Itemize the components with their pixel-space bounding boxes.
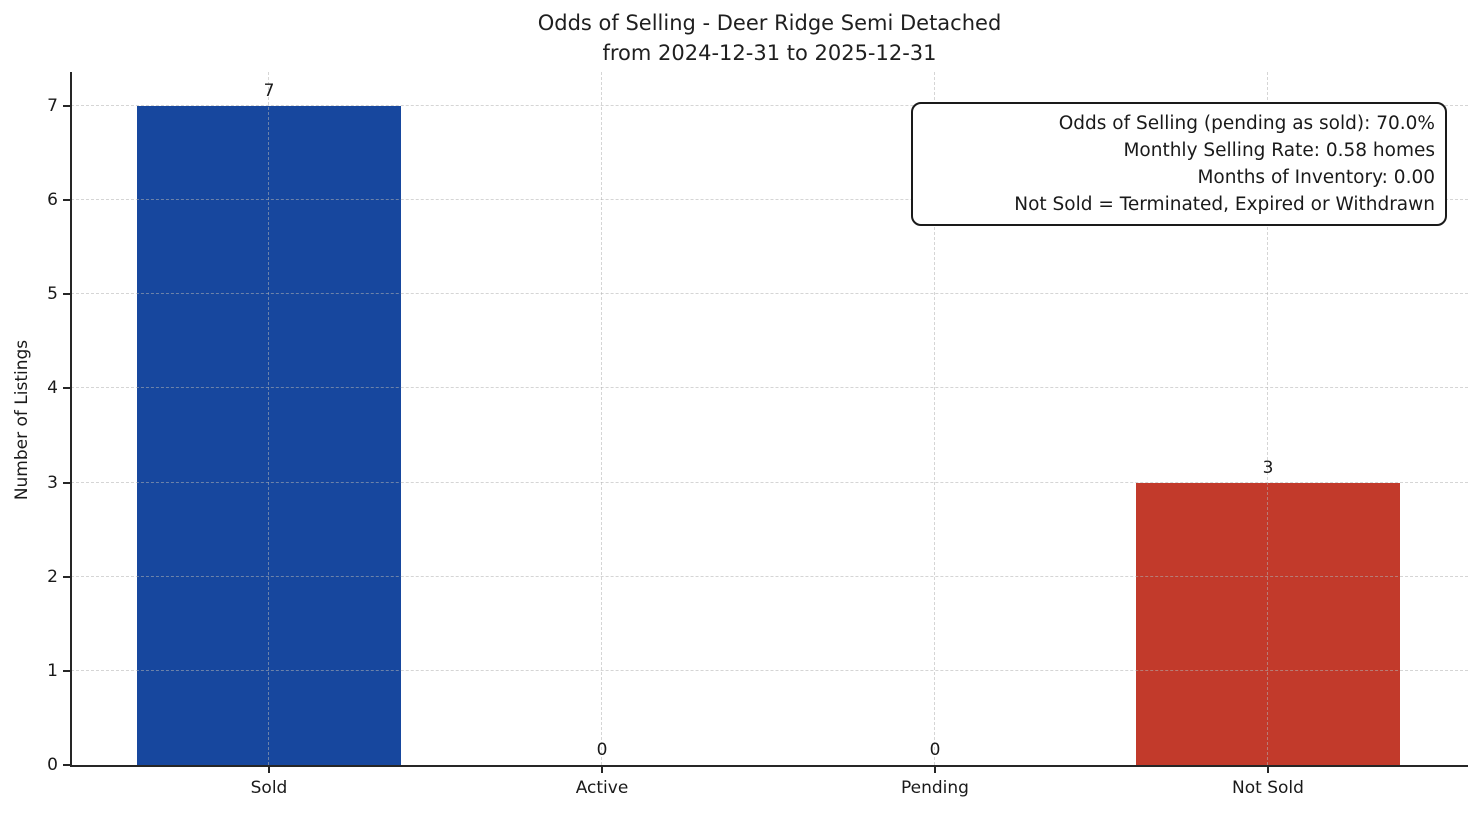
gridline-horizontal [71, 575, 1468, 577]
y-tick-label: 3 [47, 472, 58, 493]
y-axis-spine [70, 72, 72, 767]
y-tick-mark [63, 293, 71, 296]
annotation-line-2: Monthly Selling Rate: 0.58 homes [1123, 140, 1435, 161]
gridline-horizontal [71, 387, 1468, 389]
gridline-vertical [1267, 72, 1268, 765]
y-tick-mark [63, 669, 71, 672]
y-tick-label: 4 [47, 378, 58, 399]
y-tick-label: 2 [47, 566, 58, 587]
stats-annotation-box: Odds of Selling (pending as sold): 70.0%… [911, 102, 1447, 226]
x-tick-mark [601, 766, 603, 773]
bar-value-label: 3 [1262, 457, 1274, 478]
gridline-horizontal [71, 199, 1468, 201]
gridline-horizontal [71, 669, 1468, 671]
x-tick-label: Not Sold [1232, 778, 1304, 798]
x-tick-label: Pending [901, 778, 969, 798]
gridline-vertical [268, 72, 269, 765]
annotation-line-3: Months of Inventory: 0.00 [1197, 167, 1435, 188]
y-tick-label: 0 [47, 755, 58, 775]
chart-title: Odds of Selling - Deer Ridge Semi Detach… [71, 8, 1468, 68]
gridline-vertical [601, 72, 602, 765]
y-tick-label: 6 [47, 190, 58, 211]
gridline-horizontal [71, 104, 1468, 106]
x-tick-label: Sold [250, 778, 288, 798]
x-tick-mark [934, 766, 936, 773]
x-tick-mark [1267, 766, 1269, 773]
gridline-horizontal [71, 481, 1468, 483]
y-tick-label: 1 [47, 660, 58, 681]
chart-title-line2: from 2024-12-31 to 2025-12-31 [602, 41, 937, 65]
y-tick-mark [63, 575, 71, 578]
annotation-line-4: Not Sold = Terminated, Expired or Withdr… [1014, 194, 1435, 215]
y-tick-mark [63, 199, 71, 202]
bar-not-sold [1136, 482, 1400, 765]
bar-sold [137, 105, 401, 765]
y-tick-mark [63, 387, 71, 390]
x-tick-label: Active [575, 778, 629, 798]
x-axis-spine [70, 765, 1468, 767]
x-tick-mark [268, 766, 270, 773]
gridline-vertical [934, 72, 935, 765]
chart-title-line1: Odds of Selling - Deer Ridge Semi Detach… [537, 11, 1002, 35]
y-tick-label: 7 [47, 95, 58, 116]
annotation-line-1: Odds of Selling (pending as sold): 70.0% [1058, 113, 1435, 134]
y-tick-mark [63, 764, 71, 766]
bar-value-label: 0 [929, 740, 941, 760]
gridline-horizontal [71, 293, 1468, 295]
y-tick-mark [63, 481, 71, 484]
bar-value-label: 0 [596, 740, 608, 760]
y-tick-label: 5 [47, 284, 58, 305]
y-tick-mark [63, 104, 71, 107]
bar-value-label: 7 [263, 80, 275, 101]
